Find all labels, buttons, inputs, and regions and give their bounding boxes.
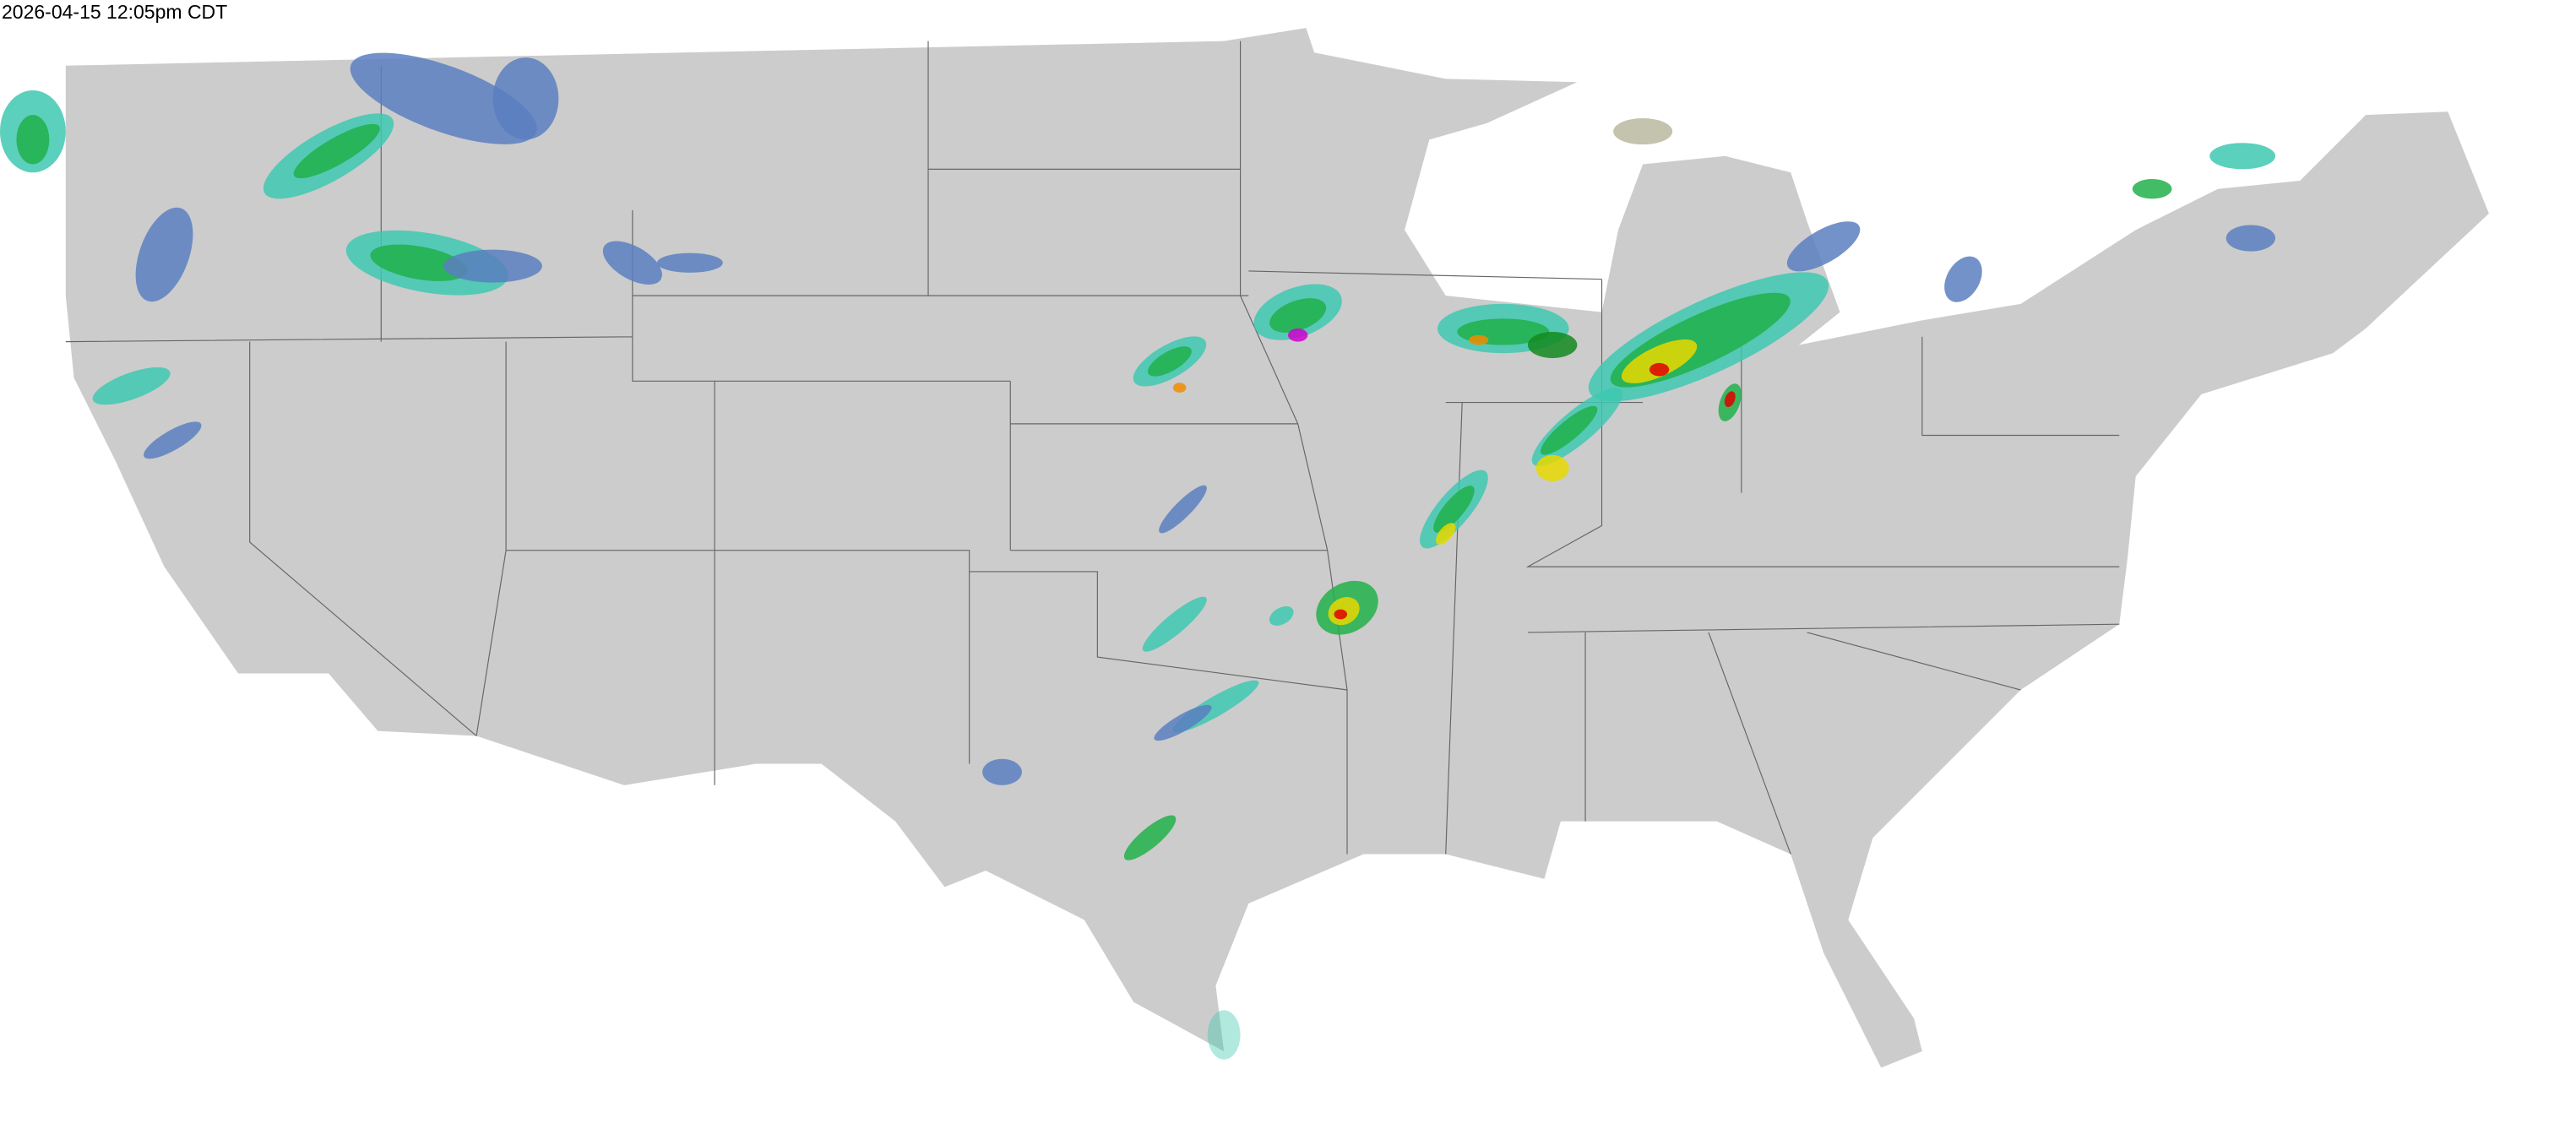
- radar-echo: [1148, 346, 1192, 377]
- radar-echo: [1207, 1010, 1241, 1060]
- us-land-outline: [65, 28, 2489, 1068]
- radar-echo: [1527, 331, 1578, 359]
- radar-echo: [1288, 328, 1308, 342]
- radar-echo: [92, 366, 171, 405]
- radar-echo: [1468, 334, 1489, 345]
- radar-echo: [350, 52, 537, 144]
- radar-echo: [2209, 143, 2276, 170]
- radar-echo: [1433, 486, 1475, 533]
- radar-echo: [1159, 485, 1207, 534]
- radar-echo: [443, 249, 542, 283]
- radar-echo: [16, 115, 50, 165]
- radar-echo: [1944, 256, 1982, 302]
- radar-echo: [492, 57, 559, 140]
- radar-echo: [1621, 339, 1698, 383]
- radar-echo: [1269, 605, 1294, 626]
- radar-echo: [982, 758, 1022, 785]
- radar-echo: [1172, 383, 1187, 393]
- radar-echo: [1123, 815, 1177, 860]
- radar-echo: [1535, 454, 1569, 481]
- radar-precipitation-layer: [0, 52, 2276, 1060]
- radar-echo: [1613, 118, 1673, 145]
- radar-echo: [1334, 609, 1348, 620]
- timestamp-label: 2026-04-15 12:05pm CDT: [2, 1, 228, 23]
- radar-echo: [1142, 596, 1207, 652]
- radar-echo: [1436, 523, 1456, 546]
- radar-echo: [144, 421, 202, 459]
- radar-echo: [370, 244, 468, 281]
- radar-echo: [1540, 405, 1598, 455]
- radar-echo: [293, 123, 380, 179]
- radar-echo: [1786, 221, 1861, 272]
- radar-echo: [657, 252, 723, 273]
- radar-echo: [602, 241, 662, 285]
- radar-echo: [1269, 298, 1327, 333]
- radar-echo: [1649, 362, 1670, 377]
- radar-echo: [1154, 704, 1212, 741]
- radar-echo: [2225, 225, 2276, 252]
- radar-echo: [2132, 179, 2172, 199]
- state-borders: [65, 41, 2120, 855]
- radar-echo: [135, 207, 193, 302]
- radar-echo: [1724, 391, 1736, 408]
